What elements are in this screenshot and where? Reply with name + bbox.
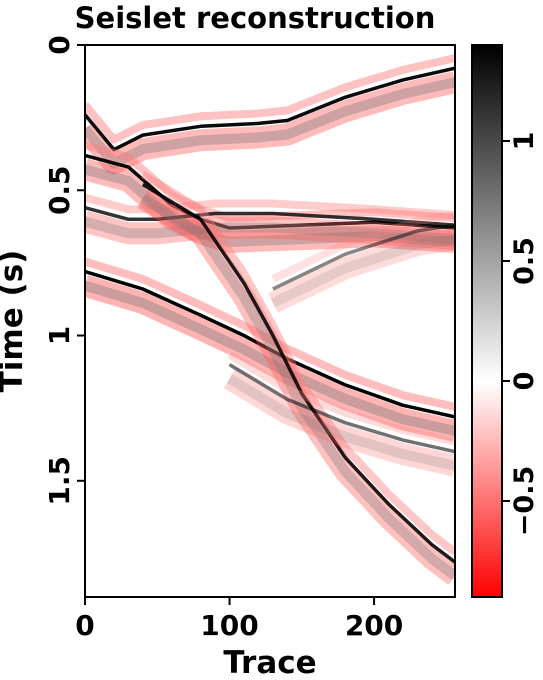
x-axis: 0 100 200 — [75, 597, 403, 642]
colorbar-gradient — [471, 44, 503, 598]
x-axis-label: Trace — [223, 645, 316, 680]
colorbar: −0.5 0 0.5 1 — [471, 44, 540, 598]
y-axis: 0 0.5 1 1.5 — [43, 35, 85, 506]
y-tick-label: 0.5 — [43, 165, 76, 215]
seismic-event-5 — [137, 171, 455, 585]
colorbar-tick-label: 0.5 — [509, 237, 540, 285]
plot-area — [84, 44, 456, 598]
x-tick-label: 100 — [200, 609, 258, 642]
y-axis-label: Time (s) — [0, 250, 30, 393]
seismic-event-3 — [85, 193, 455, 251]
x-tick-label: 0 — [75, 609, 94, 642]
chart-title: Seislet reconstruction — [75, 1, 436, 35]
seismic-event-7 — [223, 351, 455, 477]
y-tick-label: 0 — [43, 35, 76, 54]
seismic-event-1 — [85, 54, 455, 175]
colorbar-tick-label: −0.5 — [509, 466, 540, 536]
seismic-event-6 — [268, 211, 455, 313]
plot-frame — [84, 44, 456, 598]
seismic-event-4 — [85, 257, 455, 442]
y-tick-label: 1.5 — [43, 456, 76, 506]
colorbar-tick-label: 0 — [509, 372, 540, 391]
x-tick-label: 200 — [345, 609, 403, 642]
y-tick-label: 1 — [43, 326, 76, 345]
colorbar-tick-label: 1 — [509, 132, 540, 151]
